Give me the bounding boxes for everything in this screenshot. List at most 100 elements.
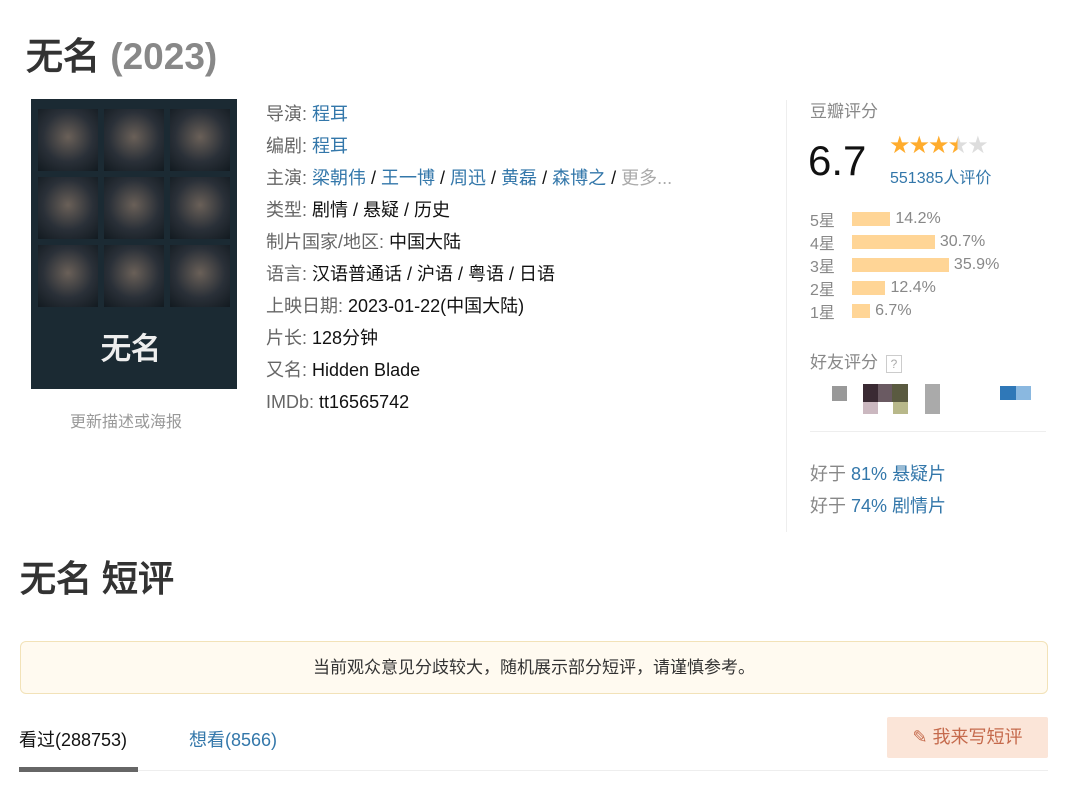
info-country: 制片国家/地区: 中国大陆 bbox=[266, 232, 462, 252]
info-runtime: 片长: 128分钟 bbox=[266, 328, 379, 348]
rating-bar-row: 2星 12.4% bbox=[810, 276, 999, 299]
rating-bar-label: 3星 bbox=[810, 258, 835, 276]
help-icon[interactable]: ? bbox=[886, 355, 902, 373]
info-label: 编剧 bbox=[266, 136, 302, 156]
tab-divider bbox=[138, 770, 1048, 771]
rating-bar-label: 4星 bbox=[810, 235, 835, 253]
better-than-link[interactable]: 74% 剧情片 bbox=[851, 496, 947, 516]
rating-stars: ★★★★★ bbox=[889, 131, 989, 160]
write-review-label: 我来写短评 bbox=[932, 727, 1023, 747]
rating-bar-row: 5星 14.2% bbox=[810, 207, 999, 230]
poster-tile bbox=[38, 109, 98, 171]
rating-bar bbox=[852, 280, 886, 295]
better-than-item: 好于 81% 悬疑片 bbox=[810, 460, 946, 486]
tab-want-to-watch[interactable]: 想看(8566) bbox=[189, 730, 278, 750]
poster-tile bbox=[170, 245, 230, 307]
rating-bar-row: 1星 6.7% bbox=[810, 299, 999, 322]
info-writer: 编剧: 程耳 bbox=[266, 136, 349, 156]
rating-bar bbox=[852, 257, 949, 272]
rating-bar-label: 2星 bbox=[810, 281, 835, 299]
divider bbox=[810, 431, 1046, 432]
info-label: IMDb bbox=[266, 392, 310, 412]
controversy-notice: 当前观众意见分歧较大，随机展示部分短评，请谨慎参考。 bbox=[20, 641, 1048, 694]
poster-image[interactable]: 无名 bbox=[31, 99, 237, 389]
info-imdb: IMDb: tt16565742 bbox=[266, 392, 410, 412]
tab-watched[interactable]: 看过(288753) bbox=[19, 730, 128, 750]
pencil-icon: ✎ bbox=[912, 727, 928, 747]
director-link[interactable]: 程耳 bbox=[312, 104, 349, 124]
info-label: 制片国家/地区 bbox=[266, 232, 380, 252]
info-label: 又名 bbox=[266, 360, 302, 380]
rating-bar bbox=[852, 211, 891, 226]
better-than-item: 好于 74% 剧情片 bbox=[810, 492, 946, 518]
star-icon: ★ bbox=[947, 132, 969, 159]
rating-bar-label: 5星 bbox=[810, 212, 835, 230]
rating-votes-link[interactable]: 551385人评价 bbox=[890, 170, 992, 187]
friend-rating-text: 好友评分 bbox=[810, 353, 878, 372]
movie-title: 无名 bbox=[26, 36, 100, 77]
info-value: tt16565742 bbox=[319, 392, 410, 412]
divider bbox=[786, 100, 787, 532]
star-icon: ★ bbox=[928, 132, 949, 159]
info-label: 语言 bbox=[266, 264, 302, 284]
friend-avatars-blurred bbox=[830, 384, 1031, 414]
cast-link[interactable]: 周迅 bbox=[450, 168, 487, 188]
rating-bar-label: 1星 bbox=[810, 304, 835, 322]
poster-tile bbox=[170, 109, 230, 171]
info-label: 主演 bbox=[266, 168, 302, 188]
friend-rating-label: 好友评分? bbox=[810, 348, 902, 373]
info-value: 汉语普通话 / 沪语 / 粤语 / 日语 bbox=[312, 264, 556, 284]
write-review-button[interactable]: ✎ 我来写短评 bbox=[887, 717, 1048, 758]
rating-bar-row: 4星 30.7% bbox=[810, 230, 999, 253]
star-icon: ★ bbox=[889, 132, 910, 159]
rating-bar-percent: 6.7% bbox=[875, 301, 912, 319]
info-value: 中国大陆 bbox=[389, 232, 462, 252]
better-than-prefix: 好于 bbox=[810, 496, 846, 516]
movie-info: 导演: 程耳 编剧: 程耳 主演: 梁朝伟 / 王一博 / 周迅 / 黄磊 / … bbox=[266, 98, 672, 418]
info-value: 128分钟 bbox=[312, 328, 379, 348]
rating-bar bbox=[852, 234, 935, 249]
info-director: 导演: 程耳 bbox=[266, 104, 349, 124]
info-label: 片长 bbox=[266, 328, 302, 348]
info-value: 剧情 / 悬疑 / 历史 bbox=[312, 200, 451, 220]
cast-link[interactable]: 森博之 bbox=[552, 168, 607, 188]
poster-tile bbox=[104, 245, 164, 307]
poster-tile bbox=[104, 177, 164, 239]
rating-score: 6.7 bbox=[808, 137, 867, 184]
info-value: Hidden Blade bbox=[312, 360, 421, 380]
rating-bar-percent: 14.2% bbox=[895, 209, 941, 227]
movie-year: (2023) bbox=[110, 36, 218, 77]
rating-bar-percent: 12.4% bbox=[890, 278, 936, 296]
better-than-prefix: 好于 bbox=[810, 464, 846, 484]
rating-bar-percent: 35.9% bbox=[953, 255, 1000, 273]
star-icon: ★ bbox=[967, 132, 988, 159]
update-poster-link[interactable]: 更新描述或海报 bbox=[70, 414, 183, 431]
comments-section-title: 无名 短评 bbox=[20, 558, 175, 599]
info-aka: 又名: Hidden Blade bbox=[266, 360, 421, 380]
rating-bar-percent: 30.7% bbox=[939, 232, 986, 250]
cast-link[interactable]: 梁朝伟 bbox=[312, 168, 367, 188]
poster-tile bbox=[170, 177, 230, 239]
info-value: 2023-01-22(中国大陆) bbox=[348, 296, 525, 316]
info-cast: 主演: 梁朝伟 / 王一博 / 周迅 / 黄磊 / 森博之 / 更多... bbox=[266, 168, 673, 188]
info-label: 导演 bbox=[266, 104, 302, 124]
poster-tile bbox=[38, 177, 98, 239]
cast-link[interactable]: 黄磊 bbox=[501, 168, 538, 188]
writer-link[interactable]: 程耳 bbox=[312, 136, 349, 156]
info-release: 上映日期: 2023-01-22(中国大陆) bbox=[266, 296, 525, 316]
rating-bar bbox=[852, 303, 871, 318]
poster-tile bbox=[104, 109, 164, 171]
cast-more-link[interactable]: 更多... bbox=[621, 168, 673, 188]
better-than-link[interactable]: 81% 悬疑片 bbox=[851, 464, 947, 484]
active-tab-indicator bbox=[19, 767, 138, 772]
page-title: 无名 (2023) bbox=[26, 26, 217, 80]
cast-link[interactable]: 王一博 bbox=[381, 168, 436, 188]
rating-distribution: 5星 14.2% 4星 30.7% 3星 35.9% 2星 12.4% 1星 6.7% bbox=[810, 207, 999, 322]
info-label: 上映日期 bbox=[266, 296, 338, 316]
info-genre: 类型: 剧情 / 悬疑 / 历史 bbox=[266, 200, 451, 220]
star-icon: ★ bbox=[908, 132, 930, 159]
info-language: 语言: 汉语普通话 / 沪语 / 粤语 / 日语 bbox=[266, 264, 556, 284]
poster-tile bbox=[38, 245, 98, 307]
info-label: 类型 bbox=[266, 200, 302, 220]
poster-title-art: 无名 bbox=[101, 332, 161, 367]
